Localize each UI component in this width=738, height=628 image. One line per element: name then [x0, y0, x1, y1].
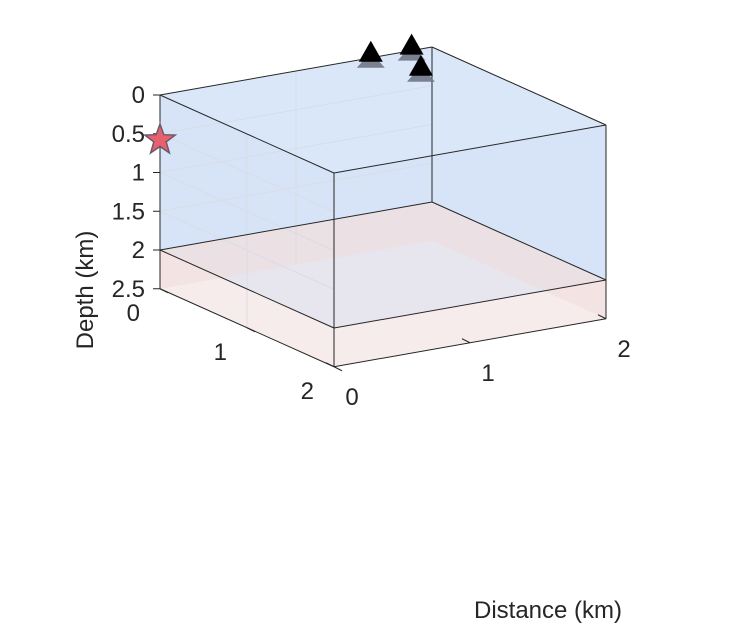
depth-tick-label: 0.5 [112, 121, 145, 148]
distance-tick-label: 1 [481, 360, 494, 387]
distance-axis-title: Distance (km) [474, 597, 622, 624]
box-edge [159, 249, 335, 329]
depth-tick-label: 1 [132, 160, 145, 187]
box-edge [431, 46, 607, 126]
box-edge [159, 46, 433, 96]
box-edge [431, 201, 607, 281]
depth-axis-title: Depth (km) [72, 231, 99, 350]
y-tick [333, 366, 343, 372]
depth-tick-label: 1.5 [112, 198, 145, 225]
layer-lower-face-3 [334, 280, 606, 367]
distance-tick [597, 314, 607, 320]
distance-tick [325, 362, 335, 368]
layer-lower-top-face [160, 202, 606, 328]
source-star-marker [142, 121, 178, 155]
layer-upper-top-face [160, 47, 606, 173]
box-edge [333, 279, 607, 329]
markers [142, 33, 435, 155]
box-edges [159, 46, 607, 368]
y-tick-label: 0 [127, 300, 140, 327]
tick-marks [153, 94, 607, 372]
station-triangle-marker [408, 54, 433, 76]
station-triangle-marker [358, 40, 383, 62]
box-edge [159, 94, 335, 174]
y-tick [159, 288, 169, 294]
depth-tick-label: 2 [132, 237, 145, 264]
y-tick-label: 1 [214, 339, 227, 366]
station-triangle-marker [399, 33, 424, 55]
box-edge [333, 124, 607, 174]
y-tick [246, 327, 256, 333]
depth-tick-label: 2.5 [112, 276, 145, 303]
distance-tick [461, 338, 471, 344]
distance-tick-label: 2 [617, 336, 630, 363]
box-edge [159, 201, 433, 251]
y-tick-label: 2 [301, 378, 314, 405]
depth-tick-label: 0 [132, 82, 145, 109]
distance-tick-label: 0 [345, 384, 358, 411]
